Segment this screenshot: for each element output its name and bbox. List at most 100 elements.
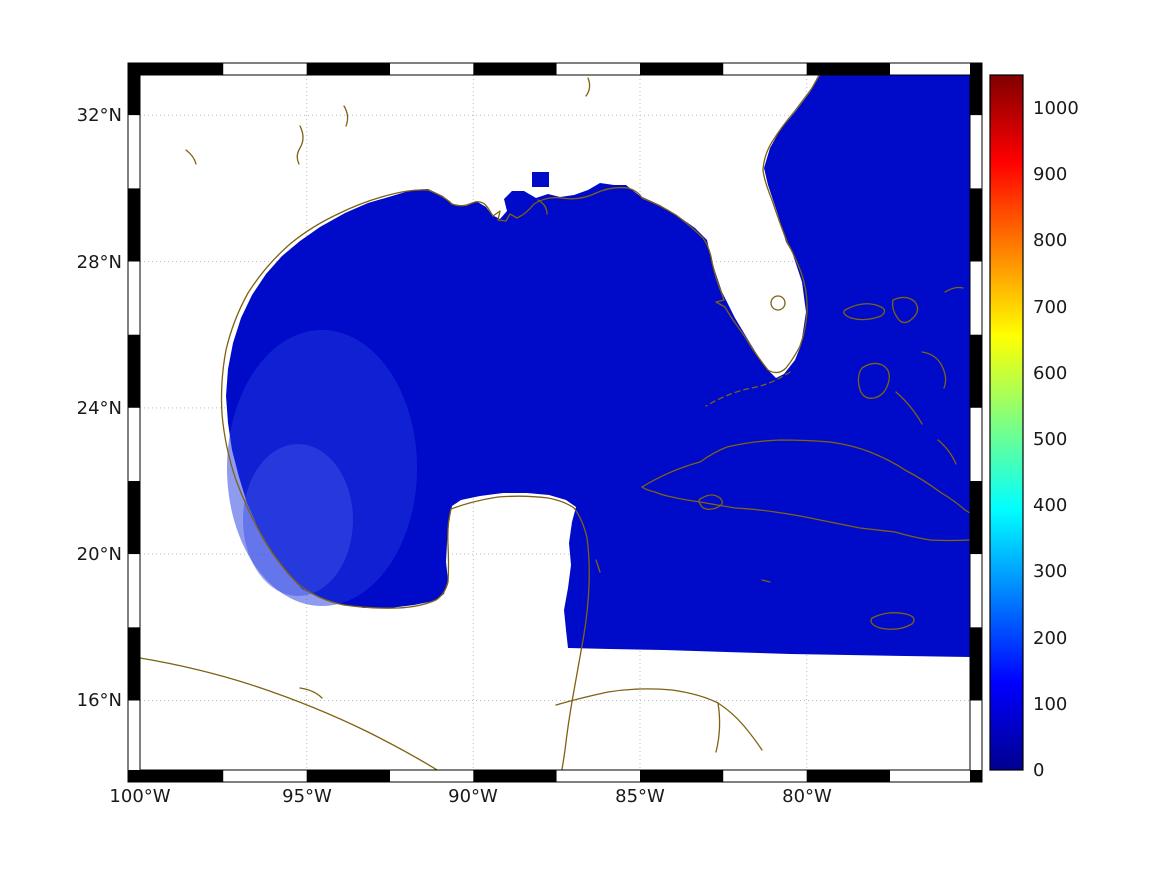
frame-segment-right [970,407,982,482]
colorbar-tick-label-800: 800 [1033,230,1067,251]
frame-corner [970,63,982,75]
coastline-us-gulf-florida [337,186,769,371]
frame-segment-top [390,63,474,75]
colorbar-tick-label-300: 300 [1033,561,1067,582]
lon-tick-label-95w: 95°W [282,786,332,807]
frame-segment-right [970,261,982,335]
frame-segment-bottom [140,770,224,782]
frame-outer-outline [127,62,983,783]
colorbar-tick-label-500: 500 [1033,429,1067,450]
coastline-florida-east-georgia [762,74,820,374]
lat-tick-label-28n: 28°N [77,252,122,273]
colorbar-tick-label-400: 400 [1033,495,1067,516]
frame-segment-left [128,554,140,628]
frame-segment-left [128,115,140,189]
lon-tick-label-85w: 85°W [615,786,665,807]
lake-okeechobee [770,295,786,311]
grand-cayman [761,579,771,583]
frame-segment-right [970,700,982,770]
frame-segment-right [970,115,982,189]
coastline-florida-keys [705,371,791,407]
lat-tick-label-24n: 24°N [77,398,122,419]
frame-segment-top [473,63,557,75]
frame-corner [128,63,140,75]
frame-segment-top [223,63,307,75]
frame-segment-left [128,481,140,555]
frame-segment-top [306,63,390,75]
colorbar-gradient [989,74,1024,771]
frame-segment-bottom [306,770,390,782]
frame-segment-top [556,63,640,75]
frame-segment-left [128,75,140,116]
lon-tick-label-90w: 90°W [448,786,498,807]
frame-segment-left [128,700,140,770]
colorbar-tick-label-900: 900 [1033,164,1067,185]
bahamas-abaco [891,296,919,324]
texas-river-2 [343,105,349,127]
colorbar-tick-label-100: 100 [1033,694,1067,715]
frame-segment-right [970,75,982,116]
coastline-honduras [555,688,763,751]
colorbar-tick-label-600: 600 [1033,363,1067,384]
ocean-data-cell [532,172,549,187]
axis-labels: 32°N 28°N 24°N 20°N 16°N 100°W 95°W 90°W… [77,105,832,807]
frame-segment-right [970,481,982,555]
texas-lake [185,149,197,165]
bahamas-eleuthera [921,351,947,389]
frame-segment-top [723,63,807,75]
ocean-shade-west-gulf-inner [243,444,353,596]
lat-tick-label-20n: 20°N [77,544,122,565]
frame-segment-bottom [806,770,890,782]
frame-segment-top [806,63,890,75]
frame-segment-left [128,188,140,262]
coastline-cuba [641,439,971,542]
frame-segment-bottom [556,770,640,782]
lon-tick-label-80w: 80°W [782,786,832,807]
lon-tick-label-100w: 100°W [109,786,170,807]
frame-segment-bottom [890,770,970,782]
frame-segment-right [970,188,982,262]
colorbar-tick-label-200: 200 [1033,628,1067,649]
coastline-pacific-lagoon [299,687,323,699]
isla-de-la-juventud [698,494,723,510]
bahamas-north-cays [944,286,964,293]
chandeleur-islands [537,199,548,215]
frame-segment-right [970,334,982,408]
frame-segment-right [970,554,982,628]
texas-river-1 [296,125,304,165]
coastline-pacific-mexico [139,657,443,774]
frame-segment-left [128,627,140,701]
coastlines [139,74,971,776]
colorbar-tick-label-700: 700 [1033,297,1067,318]
frame-corner [970,770,982,782]
frame-segment-bottom [390,770,474,782]
frame-segment-left [128,261,140,335]
frame-segment-left [128,407,140,482]
coastline-mexico-yucatan-belize [220,213,590,776]
frame-corner [128,770,140,782]
bahamas-grand-bahama [843,303,886,321]
data-region [226,75,970,657]
frame-segment-top [890,63,970,75]
frame-segment-bottom [473,770,557,782]
frame-segment-bottom [223,770,307,782]
frame-segment-left [128,334,140,408]
lat-tick-label-32n: 32°N [77,105,122,126]
bahamas-exuma [895,391,923,425]
frame-segment-top [640,63,724,75]
cozumel [595,559,601,573]
frame-inner-outline [139,74,971,771]
bahamas-andros [857,362,890,399]
coastline-honduras-branch [715,702,721,753]
jamaica [870,612,915,630]
frame-segment-bottom [640,770,724,782]
frame-segment-bottom [723,770,807,782]
lat-tick-label-16n: 16°N [77,690,122,711]
bahamas-long-island [937,439,957,465]
frame-segment-right [970,627,982,701]
georgia-river [585,77,591,97]
colorbar: 1000 900 800 700 600 500 400 300 200 100… [989,74,1079,781]
frame-segment-top [140,63,224,75]
